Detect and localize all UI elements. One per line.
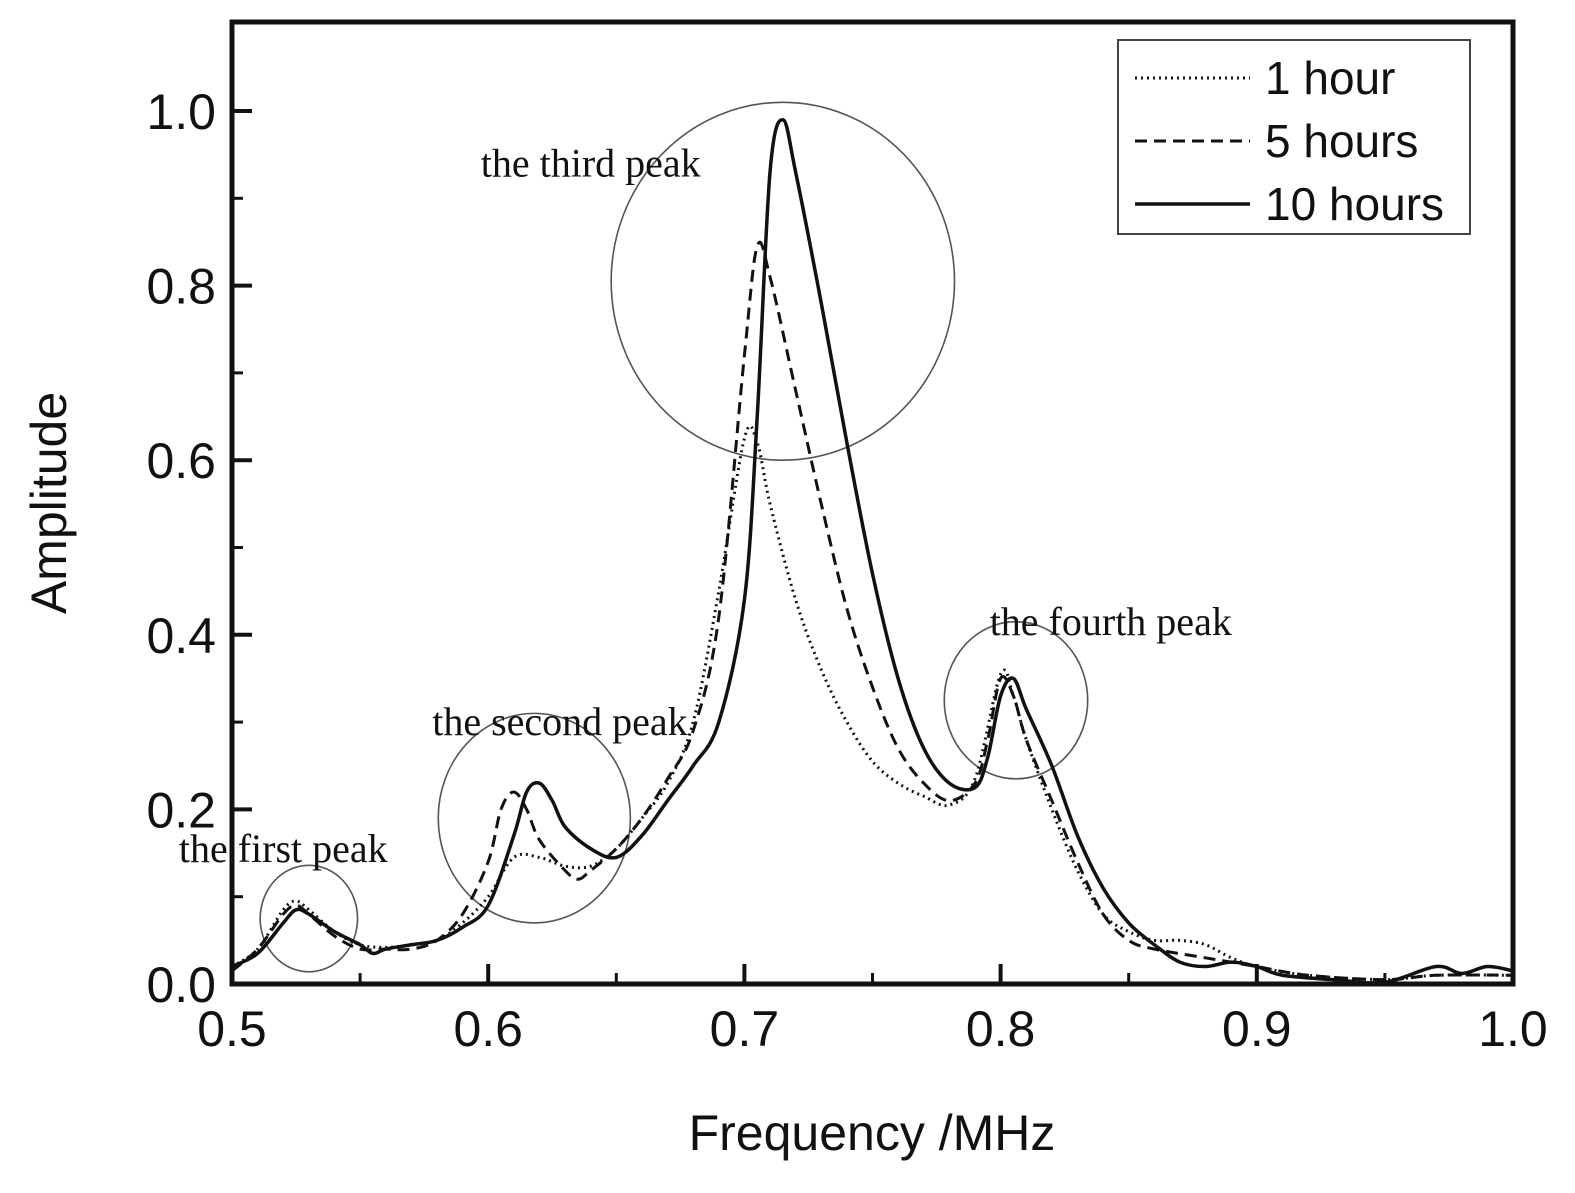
peak-annotation-1: the first peak bbox=[179, 826, 388, 871]
peak-annotation-3: the third peak bbox=[481, 140, 701, 185]
series-line-2 bbox=[231, 240, 1514, 982]
x-tick-label: 0.7 bbox=[710, 1001, 780, 1057]
x-tick-label: 0.5 bbox=[197, 1001, 267, 1057]
y-tick-label: 0.6 bbox=[146, 433, 216, 489]
series-lines bbox=[231, 117, 1514, 985]
x-tick-label: 0.8 bbox=[966, 1001, 1036, 1057]
legend-label-3: 10 hours bbox=[1265, 178, 1444, 230]
y-tick-label: 1.0 bbox=[146, 84, 216, 140]
y-tick-label: 0.8 bbox=[146, 259, 216, 315]
highlight-circles bbox=[259, 101, 1089, 973]
highlight-circle-fourth bbox=[943, 620, 1089, 780]
highlight-circle-first bbox=[259, 864, 359, 973]
axis-ticks: 0.5 0.6 0.7 0.8 0.9 1.0 0.0 0.2 0.4 0.6 0.8 1.0 bbox=[146, 84, 1547, 1057]
x-tick-label: 1.0 bbox=[1478, 1001, 1548, 1057]
x-axis-title: Frequency /MHz bbox=[689, 1105, 1056, 1161]
y-tick-label: 0.2 bbox=[146, 782, 216, 838]
y-axis-title: Amplitude bbox=[21, 392, 77, 614]
highlight-circle-second bbox=[437, 712, 632, 924]
series-line-1 bbox=[231, 424, 1514, 982]
legend: 1 hour 5 hours 10 hours bbox=[1117, 39, 1471, 235]
legend-label-2: 5 hours bbox=[1265, 115, 1418, 167]
peak-annotation-4: the fourth peak bbox=[990, 599, 1232, 644]
legend-box bbox=[1117, 39, 1471, 235]
series-line-3 bbox=[231, 117, 1514, 985]
peak-annotation-2: the second peak bbox=[432, 699, 687, 744]
peak-annotations: the first peak the second peak the third p… bbox=[179, 140, 1232, 870]
x-tick-label: 0.9 bbox=[1222, 1001, 1292, 1057]
highlight-circle-third bbox=[610, 101, 956, 461]
x-tick-label: 0.6 bbox=[453, 1001, 523, 1057]
y-tick-label: 0.0 bbox=[146, 957, 216, 1013]
legend-label-1: 1 hour bbox=[1265, 52, 1395, 104]
y-tick-label: 0.4 bbox=[146, 608, 216, 664]
